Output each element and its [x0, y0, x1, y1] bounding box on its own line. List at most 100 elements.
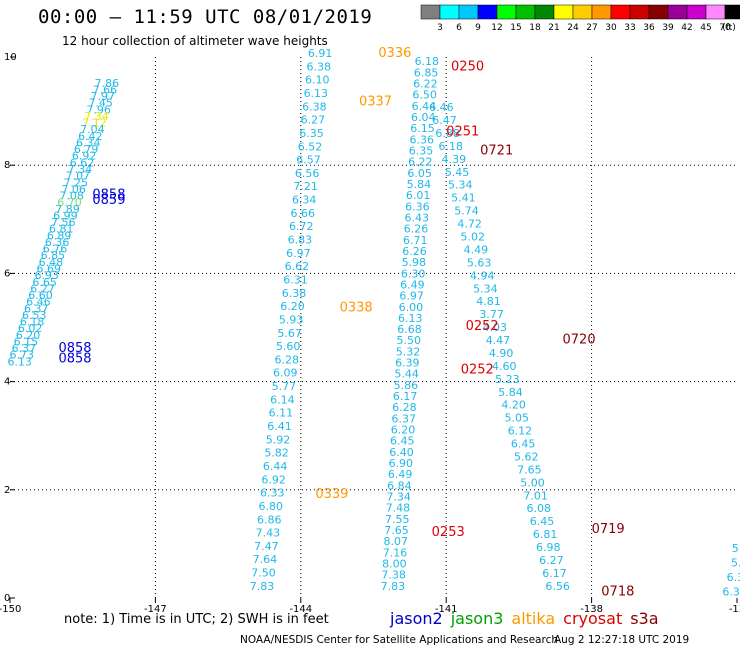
time-label: 0858	[92, 188, 125, 203]
wave-height-value: 6.20	[391, 424, 416, 437]
wave-height-value: 6.98	[536, 541, 561, 554]
time-label: 0336	[378, 46, 411, 61]
wave-height-value: 4.47	[486, 334, 511, 347]
track-cryosat: 6.186.856.226.506.446.046.156.366.356.22…	[381, 55, 439, 593]
wave-height-value: 4.72	[457, 218, 482, 231]
wave-height-value: 7.16	[383, 546, 408, 559]
y-tick-label: 8	[4, 160, 10, 171]
wave-height-value: 6.65	[32, 276, 57, 289]
wave-height-value: 6.57	[296, 154, 321, 167]
satellite-legend: jason2 jason3 altika cryosat s3a	[390, 609, 667, 628]
wave-height-value: 7.65	[384, 524, 409, 537]
time-label: 0339	[315, 487, 348, 502]
wave-height-value: 5.92	[266, 433, 291, 446]
wave-height-value: 5.45	[445, 166, 470, 179]
colorbar-swatch	[705, 4, 726, 20]
wave-height-value: 7.97	[91, 90, 116, 103]
wave-height-value: 6.18	[439, 140, 464, 153]
wave-height-value: 7.34	[84, 110, 109, 123]
wave-height-value: 6.97	[286, 247, 311, 260]
wave-height-value: 6.20	[16, 329, 41, 342]
wave-height-value: 5.02	[461, 231, 486, 244]
wave-height-value: 6.60	[28, 289, 53, 302]
wave-height-value: 6.34	[76, 136, 101, 149]
wave-height-value: 6.69	[37, 262, 62, 275]
wave-height-value: 5.05	[505, 412, 530, 425]
colorbar-label: 70	[719, 23, 731, 33]
colorbar-label: 30	[605, 23, 617, 33]
wave-height-value: 6.45	[390, 435, 415, 448]
wave-height-value: 6.40	[389, 446, 414, 459]
wave-height-value: 5.44	[394, 368, 419, 381]
wave-height-value: 5.00	[520, 476, 545, 489]
wave-height-value: 7.47	[254, 540, 279, 553]
credit-text: NOAA/NESDIS Center for Satellite Applica…	[240, 634, 558, 646]
wave-height-value: 7.64	[253, 553, 278, 566]
wave-height-value: 5.34	[448, 179, 473, 192]
wave-height-value: 6.91	[308, 47, 333, 60]
colorbar: 3 6 9 12 15 18 21 24 27 30 33 36 39 42 45 70(ft)	[420, 4, 740, 33]
colorbar-label: 27	[586, 23, 597, 33]
wave-height-value: 7.48	[386, 502, 411, 515]
y-tick-label: 10	[4, 52, 17, 63]
wave-height-value: 7.25	[64, 176, 89, 189]
wave-height-value: 6.13	[398, 312, 423, 325]
units-note: note: 1) Time is in UTC; 2) SWH is in fe…	[64, 612, 329, 627]
time-label: 0719	[592, 522, 625, 537]
wave-height-value: 6.41	[267, 420, 292, 433]
wave-height-value: 5.50	[397, 334, 422, 347]
wave-height-value: 6.92	[261, 473, 286, 486]
colorbar-swatch	[477, 4, 498, 20]
wave-height-value: 6.37	[391, 412, 416, 425]
wave-height-value: 6.43	[404, 211, 429, 224]
time-label: 0858	[58, 341, 91, 356]
wave-height-value: 5.84	[498, 386, 523, 399]
wave-height-value: 5.63	[467, 256, 492, 269]
wave-height-value: 7.34	[386, 491, 411, 504]
wave-height-value: 7.01	[523, 489, 548, 502]
wave-height-value: 7.43	[256, 527, 281, 540]
satellite-legend-jason2: jason2	[390, 609, 443, 628]
wave-height-value: 6.85	[414, 66, 439, 79]
wave-height-value: 4.90	[489, 347, 514, 360]
satellite-legend-jason3: jason3	[450, 609, 504, 628]
wave-height-value: 6.85	[41, 249, 66, 262]
colorbar-label: 18	[529, 23, 541, 33]
time-label: 0721	[480, 143, 513, 158]
colorbar-swatch	[534, 4, 555, 20]
wave-height-value: 6.92	[72, 150, 97, 163]
wave-height-value: 6.17	[393, 390, 418, 403]
colorbar-swatch	[686, 4, 707, 20]
colorbar-label: 15	[510, 23, 521, 33]
wave-height-value: 5.93	[279, 313, 304, 326]
wave-height-value: 7.66	[93, 83, 118, 96]
wave-height-value: 6.90	[389, 457, 414, 470]
wave-height-value: 5.23	[495, 373, 520, 386]
grid-layer	[10, 57, 737, 598]
wave-height-value: 6.83	[288, 234, 313, 247]
time-label: 0250	[451, 60, 484, 75]
wave-height-value: 6.13	[304, 87, 329, 100]
wave-height-value: 5.62	[514, 450, 539, 463]
wave-height-value: 4.49	[464, 243, 489, 256]
generated-timestamp: Aug 2 12:27:18 UTC 2019	[554, 634, 690, 646]
wave-height-value: 6.09	[273, 367, 298, 380]
wave-height-value: 6.42	[78, 130, 103, 143]
wave-height-value: 6.11	[269, 407, 294, 420]
wave-height-value: 6.99	[53, 209, 78, 222]
colorbar-label: 6	[456, 23, 462, 33]
wave-height-value: 5.32	[396, 345, 421, 358]
colorbar-swatch	[572, 4, 593, 20]
wave-height-value: 7.08	[59, 190, 84, 203]
wave-height-value: 6.02	[18, 322, 43, 335]
wave-height-value: 6.31	[283, 273, 308, 286]
wave-height-value: 6.53	[22, 309, 47, 322]
wave-height-value: 6.18	[415, 55, 440, 68]
time-label: 0251	[446, 124, 479, 139]
wave-height-value: 6.56	[295, 167, 320, 180]
wave-height-value: 7.89	[55, 203, 80, 216]
y-tick-label: 2	[4, 485, 10, 496]
wave-height-value: 6.50	[412, 89, 437, 102]
wave-height-value: 6.62	[70, 156, 95, 169]
wave-height-value: 4.39	[442, 153, 467, 166]
